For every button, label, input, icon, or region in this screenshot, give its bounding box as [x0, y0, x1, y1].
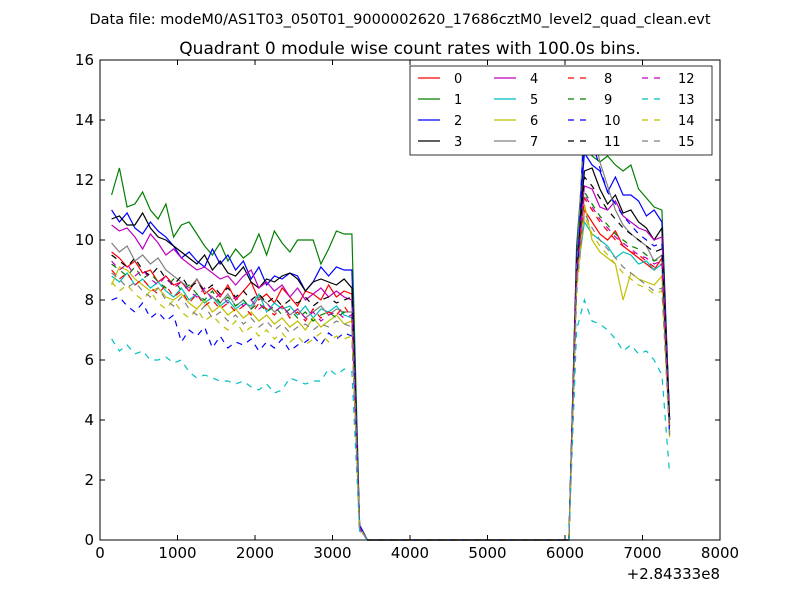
- x-tick-label: 0: [95, 544, 105, 562]
- legend-label-7: 7: [530, 135, 538, 150]
- legend-frame: [409, 65, 713, 156]
- x-tick-label: 8000: [701, 544, 739, 562]
- legend-label-9: 9: [604, 93, 612, 108]
- y-tick-label: 16: [75, 51, 94, 69]
- legend-label-1: 1: [454, 93, 462, 108]
- legend-label-2: 2: [454, 114, 462, 129]
- y-tick-label: 6: [84, 351, 94, 369]
- y-tick-label: 8: [84, 291, 94, 309]
- series-line-6: [111, 203, 671, 541]
- legend-label-5: 5: [530, 93, 538, 108]
- legend-label-0: 0: [454, 72, 462, 87]
- series-line-13: [111, 297, 671, 541]
- chart-title: Quadrant 0 module wise count rates with …: [179, 39, 640, 59]
- series-line-1: [111, 142, 671, 541]
- series-line-10: [111, 116, 671, 541]
- x-tick-label: 1000: [158, 544, 196, 562]
- y-tick-label: 2: [84, 471, 94, 489]
- legend-label-13: 13: [678, 93, 695, 108]
- y-tick-label: 14: [75, 111, 94, 129]
- legend-label-3: 3: [454, 135, 462, 150]
- series-line-15: [111, 210, 671, 541]
- x-tick-label: 3000: [313, 544, 351, 562]
- legend-label-8: 8: [604, 72, 612, 87]
- legend-label-15: 15: [678, 135, 695, 150]
- legend-label-10: 10: [604, 114, 621, 129]
- legend-label-6: 6: [530, 114, 538, 129]
- y-tick-label: 0: [84, 531, 94, 549]
- figure-suptitle: Data file: modeM0/AS1T03_050T01_90000026…: [89, 12, 710, 28]
- x-tick-label: 6000: [546, 544, 584, 562]
- legend-label-12: 12: [678, 72, 695, 87]
- series-line-4: [111, 185, 671, 541]
- series-line-7: [111, 115, 671, 541]
- series-line-14: [111, 213, 671, 541]
- series-line-9: [111, 190, 671, 541]
- series-line-12: [111, 193, 671, 541]
- series-line-8: [111, 196, 671, 541]
- x-tick-label: 7000: [623, 544, 661, 562]
- x-tick-label: 4000: [391, 544, 429, 562]
- y-tick-label: 4: [84, 411, 94, 429]
- x-tick-label: 2000: [236, 544, 274, 562]
- x-tick-label: 5000: [468, 544, 506, 562]
- ticks-layer: 0 1000 2000 3000 4000 5000 6000 7000 80000246810…: [75, 51, 739, 562]
- x-offset-label: +2.84333e8: [627, 565, 720, 583]
- series-line-5: [111, 220, 671, 541]
- legend-label-4: 4: [530, 72, 538, 87]
- legend-label-11: 11: [604, 135, 621, 150]
- y-tick-label: 12: [75, 171, 94, 189]
- legend-label-14: 14: [678, 114, 695, 129]
- series-layer: [111, 115, 671, 541]
- y-tick-label: 10: [75, 231, 94, 249]
